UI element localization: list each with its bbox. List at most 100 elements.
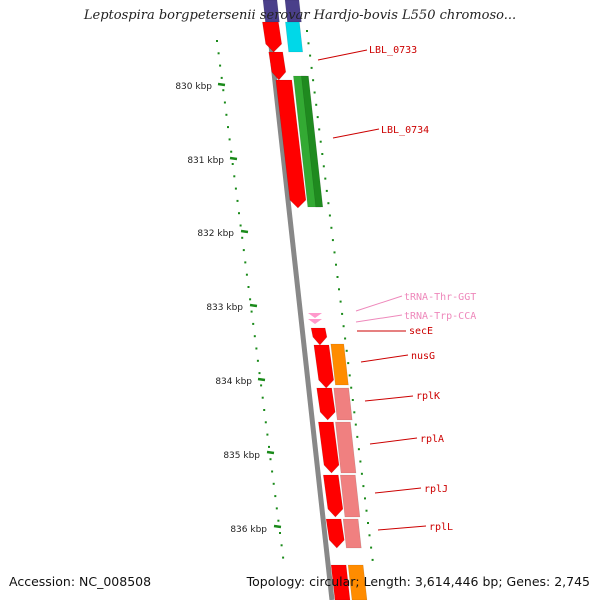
- scale-dot: [319, 140, 322, 143]
- scale-dot: [223, 101, 226, 104]
- genome-summary-text: Topology: circular; Length: 3,614,446 bp…: [246, 574, 590, 589]
- scale-dot: [258, 372, 261, 375]
- scale-dot: [241, 236, 244, 239]
- scale-dot: [247, 286, 250, 288]
- scale-dot: [370, 546, 373, 549]
- scale-dot: [364, 497, 366, 500]
- scale-tick: [273, 524, 282, 529]
- scale-dot: [359, 460, 362, 463]
- gene-label-sece[interactable]: secE: [409, 326, 433, 337]
- scale-dot: [282, 556, 285, 559]
- label-leader-line: [377, 525, 427, 531]
- scale-dot: [250, 310, 253, 313]
- scale-dot: [306, 30, 308, 32]
- feature-cyan: [285, 21, 304, 53]
- scale-dot: [233, 175, 236, 178]
- scale-tick-track: [217, 82, 282, 529]
- scale-dot: [360, 472, 363, 475]
- scale-dot: [255, 347, 258, 350]
- scale-dot: [256, 359, 259, 362]
- chromosome-backbone: [263, 0, 335, 600]
- scale-label-830: 830 kbp: [175, 82, 212, 92]
- scale-dot: [280, 544, 283, 547]
- scale-dot: [348, 374, 351, 377]
- scale-dot: [341, 312, 344, 315]
- scale-dot: [322, 165, 325, 168]
- scale-dot: [336, 276, 339, 278]
- scale-dot: [272, 482, 275, 485]
- scale-dot: [362, 485, 365, 488]
- scale-dot: [260, 384, 263, 387]
- scale-dot: [310, 66, 313, 69]
- scale-dot: [252, 322, 255, 325]
- scale-dot: [225, 113, 228, 116]
- scale-dot: [353, 411, 356, 414]
- scale-dot: [266, 433, 269, 436]
- scale-dot: [275, 507, 278, 510]
- scale-dot: [367, 522, 369, 524]
- scale-dot: [316, 116, 319, 119]
- map-title: Leptospira borgpetersenii serovar Hardjo…: [83, 8, 517, 23]
- label-leader-line: [364, 395, 414, 402]
- scale-tick: [217, 82, 226, 87]
- gene-label-trna-thr[interactable]: tRNA-Thr-GGT: [404, 292, 476, 303]
- gene-label-rplj[interactable]: rplJ: [424, 484, 448, 495]
- scale-dot: [269, 458, 272, 461]
- gene-arrow-rplj: [322, 474, 344, 518]
- feature-purple: [284, 0, 302, 23]
- scale-dot: [249, 298, 252, 301]
- scale-dot: [318, 128, 321, 131]
- scale-dot: [279, 532, 281, 534]
- scale-label-836: 836 kbp: [230, 525, 267, 535]
- scale-dot: [328, 214, 331, 217]
- scale-label-835: 835 kbp: [223, 451, 260, 461]
- scale-dot: [222, 89, 225, 92]
- scale-dot: [338, 288, 340, 291]
- scale-dot: [345, 349, 348, 352]
- gene-label-rpll[interactable]: rplL: [429, 522, 453, 533]
- gene-arrow-sece: [310, 327, 328, 346]
- scale-dot: [309, 54, 312, 57]
- scale-dot: [238, 212, 240, 215]
- scale-dot: [220, 76, 223, 79]
- scale-dot: [264, 421, 267, 424]
- scale-dot: [253, 335, 256, 338]
- scale-dot: [239, 224, 242, 227]
- scale-tick: [266, 450, 275, 455]
- scale-dot: [335, 263, 337, 266]
- scale-dot: [339, 300, 342, 303]
- gene-label-rpla[interactable]: rplA: [420, 434, 444, 445]
- scale-dot: [368, 534, 371, 537]
- scale-dot: [315, 103, 318, 106]
- scale-dot: [228, 138, 231, 141]
- feature-pink: [333, 387, 353, 421]
- scale-dot: [354, 423, 357, 426]
- gene-label-lbl-0733[interactable]: LBL_0733: [369, 45, 417, 56]
- scale-dot: [325, 189, 328, 192]
- scale-labels: 830 kbp 831 kbp 832 kbp 833 kbp 834 kbp …: [175, 82, 267, 535]
- gene-label-nusg[interactable]: nusG: [411, 351, 435, 362]
- gene-label-trna-trp[interactable]: tRNA-Trp-CCA: [404, 311, 476, 322]
- scale-dot: [351, 399, 354, 401]
- scale-dot: [344, 337, 347, 340]
- scale-dot: [242, 249, 245, 252]
- scale-dot: [307, 42, 310, 45]
- label-leader-line: [355, 314, 403, 323]
- feature-pink: [339, 474, 361, 518]
- label-leader-line: [374, 487, 422, 494]
- scale-tick: [249, 303, 258, 308]
- scale-dot: [261, 396, 264, 399]
- scale-tick: [229, 156, 238, 161]
- scale-dot: [216, 40, 218, 42]
- gene-label-lbl-0734[interactable]: LBL_0734: [381, 125, 429, 136]
- label-leader-lines: [317, 49, 427, 531]
- gene-label-rplk[interactable]: rplK: [416, 391, 440, 402]
- scale-dot: [313, 91, 316, 94]
- gene-arrow-nusg: [313, 344, 335, 389]
- feature-orange: [347, 564, 368, 600]
- scale-dot: [271, 470, 274, 473]
- trna-marker: [308, 313, 322, 318]
- scale-dot: [231, 163, 234, 165]
- gene-cds-bottom: [330, 564, 351, 600]
